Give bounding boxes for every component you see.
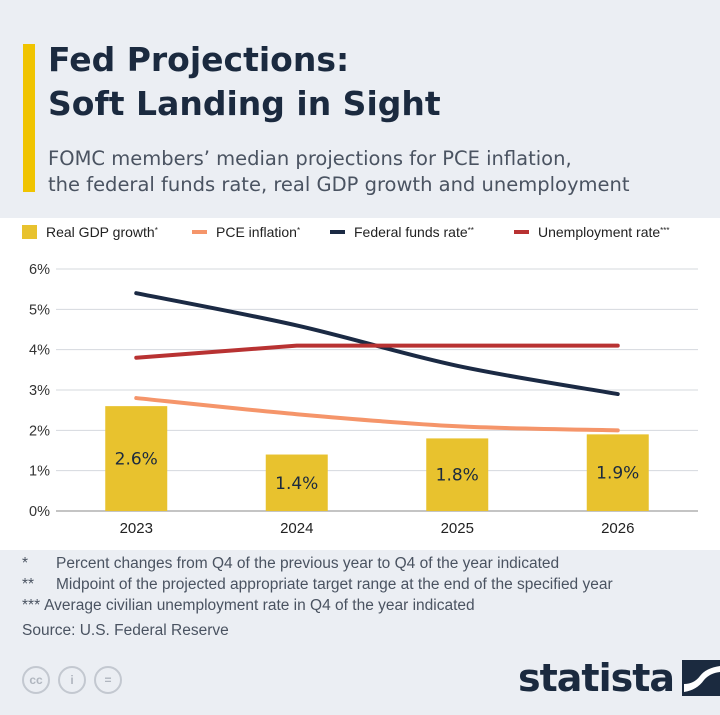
y-tick-label: 3% [29, 383, 50, 399]
y-tick-label: 0% [29, 504, 50, 520]
x-tick-label: 2025 [441, 520, 474, 537]
brand-wordmark: statista [518, 656, 675, 700]
bar-gdp [426, 438, 489, 511]
legend-mark-pce: * [296, 225, 301, 235]
footnote-mark-3: *** [22, 597, 41, 614]
legend-item-fed-funds: Federal funds rate ** [330, 224, 474, 240]
footnote-text-1: Percent changes from Q4 of the previous … [56, 555, 560, 572]
y-tick-label: 5% [29, 302, 50, 318]
legend-swatch-pce [192, 230, 207, 234]
statista-mark-icon [682, 660, 720, 696]
x-tick-label: 2026 [601, 520, 634, 537]
footnote-mark-1: * [22, 555, 29, 572]
y-tick-label: 6% [29, 262, 50, 278]
subtitle-line-1: FOMC members’ median projections for PCE… [48, 147, 572, 170]
title-accent-bar [23, 44, 35, 192]
footnote-mark-2: ** [22, 576, 35, 593]
title-line-2: Soft Landing in Sight [48, 84, 441, 123]
source-note: Source: U.S. Federal Reserve [22, 622, 229, 639]
bar-data-label: 2.6% [115, 450, 158, 470]
y-tick-label: 4% [29, 343, 50, 359]
no-derivatives-icon[interactable]: = [94, 666, 122, 694]
y-tick-label: 1% [29, 464, 50, 480]
x-tick-label: 2024 [280, 520, 313, 537]
page-title: Fed Projections: Soft Landing in Sight [48, 38, 708, 126]
footnote-2: ** Midpoint of the projected appropriate … [22, 574, 712, 595]
x-tick-label: 2023 [120, 520, 153, 537]
subtitle: FOMC members’ median projections for PCE… [48, 146, 718, 198]
title-line-1: Fed Projections: [48, 40, 350, 79]
bar-data-label: 1.8% [436, 466, 479, 486]
y-tick-label: 2% [29, 423, 50, 439]
bar-gdp [265, 454, 328, 511]
legend-mark-unemployment: *** [660, 225, 670, 235]
legend-label-fed-funds: Federal funds rate [354, 224, 468, 240]
footnotes: * Percent changes from Q4 of the previous… [22, 553, 712, 616]
bar-data-label: 1.4% [275, 474, 318, 494]
statista-logo[interactable]: statista [518, 656, 720, 700]
line-pce-inflation [134, 396, 620, 433]
line-fed-funds-rate [134, 291, 620, 397]
license-icons: cc i = [22, 666, 130, 694]
footnote-text-2: Midpoint of the projected appropriate ta… [56, 576, 613, 593]
legend-swatch-unemployment [514, 230, 529, 234]
cc-icon[interactable]: cc [22, 666, 50, 694]
legend-swatch-gdp [22, 225, 37, 239]
footnote-3: *** Average civilian unemployment rate in… [22, 595, 712, 616]
bar-gdp [105, 406, 168, 511]
chart-legend: Real GDP growth * PCE inflation * Federal … [0, 218, 720, 248]
chart-svg: 0% 1% 2% 3% 4% 5% 6% 2.6% 1.4% 1.8% 1.9% 2023 2024 20… [29, 262, 698, 537]
legend-item-unemployment: Unemployment rate *** [514, 224, 670, 240]
legend-item-pce: PCE inflation * [192, 224, 300, 240]
legend-label-pce: PCE inflation [216, 224, 297, 240]
legend-label-unemployment: Unemployment rate [538, 224, 661, 240]
chart-area: 0% 1% 2% 3% 4% 5% 6% 2.6% 1.4% 1.8% 1.9% 2023 2024 20… [0, 248, 720, 550]
legend-item-gdp: Real GDP growth * [22, 224, 158, 240]
footnote-text-3: Average civilian unemployment rate in Q4… [44, 597, 475, 614]
line-unemployment-rate [134, 343, 620, 360]
footnote-1: * Percent changes from Q4 of the previous… [22, 553, 712, 574]
legend-mark-gdp: * [154, 225, 158, 235]
attribution-icon[interactable]: i [58, 666, 86, 694]
legend-label-gdp: Real GDP growth [46, 224, 155, 240]
subtitle-line-2: the federal funds rate, real GDP growth … [48, 173, 630, 196]
bar-data-label: 1.9% [596, 464, 639, 484]
bar-gdp [586, 434, 649, 511]
legend-mark-fed-funds: ** [467, 225, 474, 235]
legend-swatch-fed-funds [330, 230, 345, 234]
